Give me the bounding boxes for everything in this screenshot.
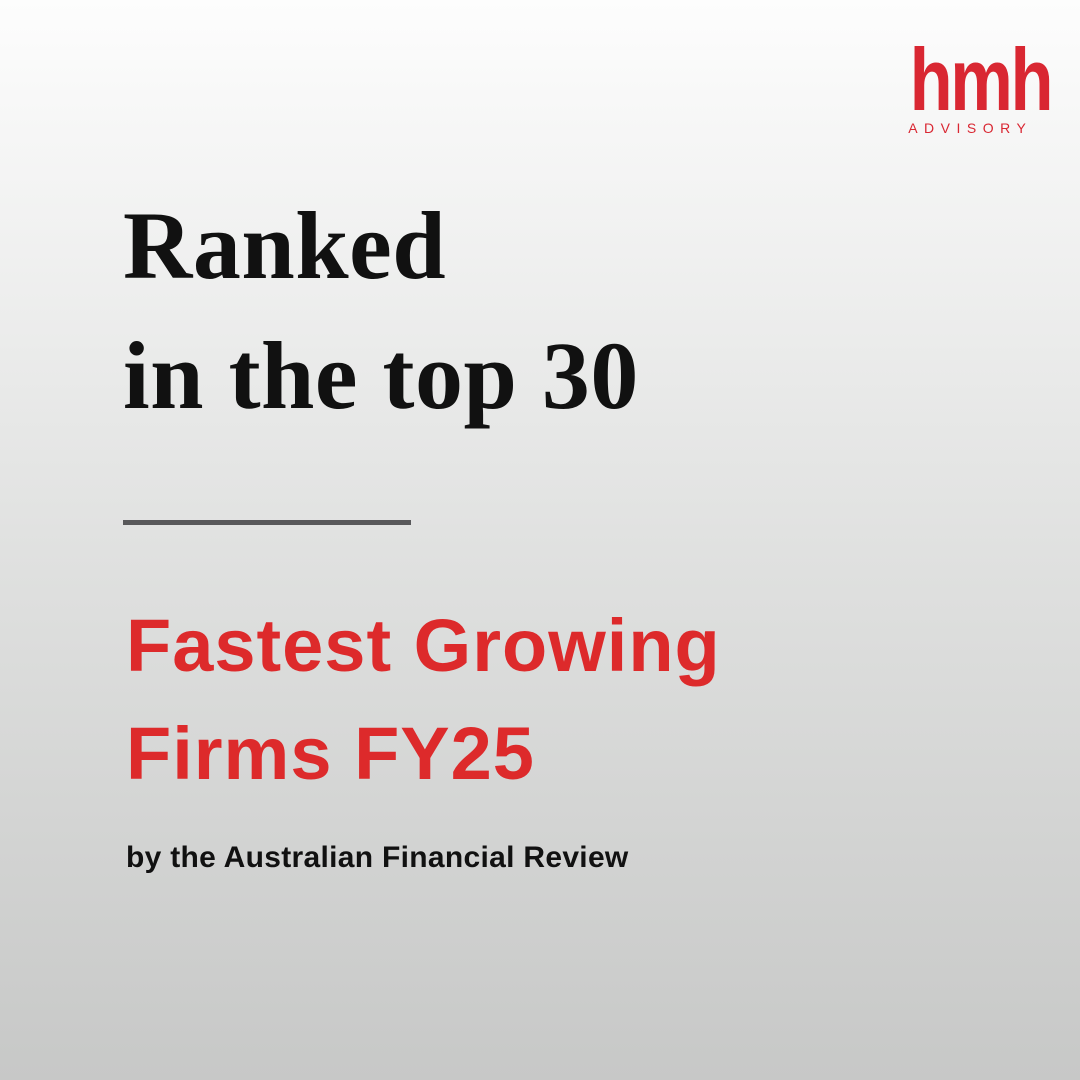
hmh-logo-tagline: ADVISORY (908, 120, 1033, 136)
byline: by the Australian Financial Review (126, 841, 629, 874)
headline: Ranked in the top 30 (123, 181, 639, 441)
subheadline-line2: Firms FY25 (126, 712, 535, 795)
headline-line2: in the top 30 (123, 322, 639, 429)
subheadline: Fastest Growing Firms FY25 (126, 592, 721, 808)
hmh-advisory-logo: hmh ADVISORY (892, 36, 1053, 137)
divider-rule (123, 520, 411, 525)
headline-line1: Ranked (123, 192, 447, 299)
subheadline-line1: Fastest Growing (126, 604, 721, 687)
hmh-logo-wordmark: hmh (909, 30, 1054, 129)
